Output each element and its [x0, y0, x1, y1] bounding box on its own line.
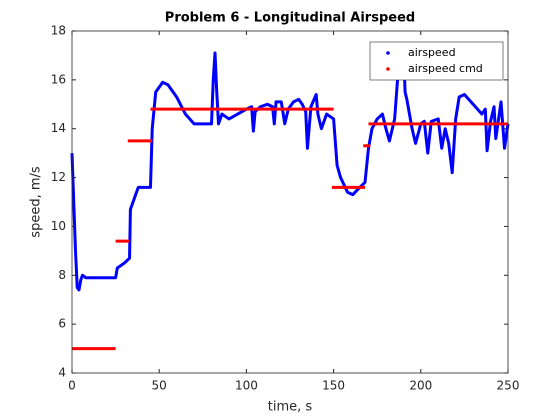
y-tick-label: 8	[58, 268, 66, 282]
chart-title: Problem 6 - Longitudinal Airspeed	[165, 11, 415, 26]
y-tick-label: 18	[51, 24, 66, 38]
x-tick-label: 150	[322, 379, 345, 393]
y-tick-label: 6	[58, 317, 66, 331]
x-tick-label: 250	[497, 379, 520, 393]
axes-box	[71, 30, 509, 374]
legend-label: airspeed	[408, 46, 456, 59]
y-axis-label: speed, m/s	[29, 166, 44, 238]
y-tick-label: 10	[51, 219, 66, 233]
y-tick-label: 4	[58, 366, 66, 380]
y-tick-label: 16	[51, 72, 66, 86]
legend-box	[369, 41, 504, 81]
plot-area	[72, 31, 508, 373]
legend-marker	[386, 67, 390, 71]
x-tick-label: 50	[152, 379, 167, 393]
y-tick-label: 14	[51, 121, 66, 135]
legend-marker	[386, 51, 390, 55]
y-tick-label: 12	[51, 170, 66, 184]
x-tick-label: 0	[68, 379, 76, 393]
series-line	[72, 107, 508, 351]
x-tick-label: 200	[409, 379, 432, 393]
legend-label: airspeed cmd	[408, 62, 483, 75]
x-axis-label: time, s	[268, 400, 313, 415]
x-tick-label: 100	[235, 379, 258, 393]
